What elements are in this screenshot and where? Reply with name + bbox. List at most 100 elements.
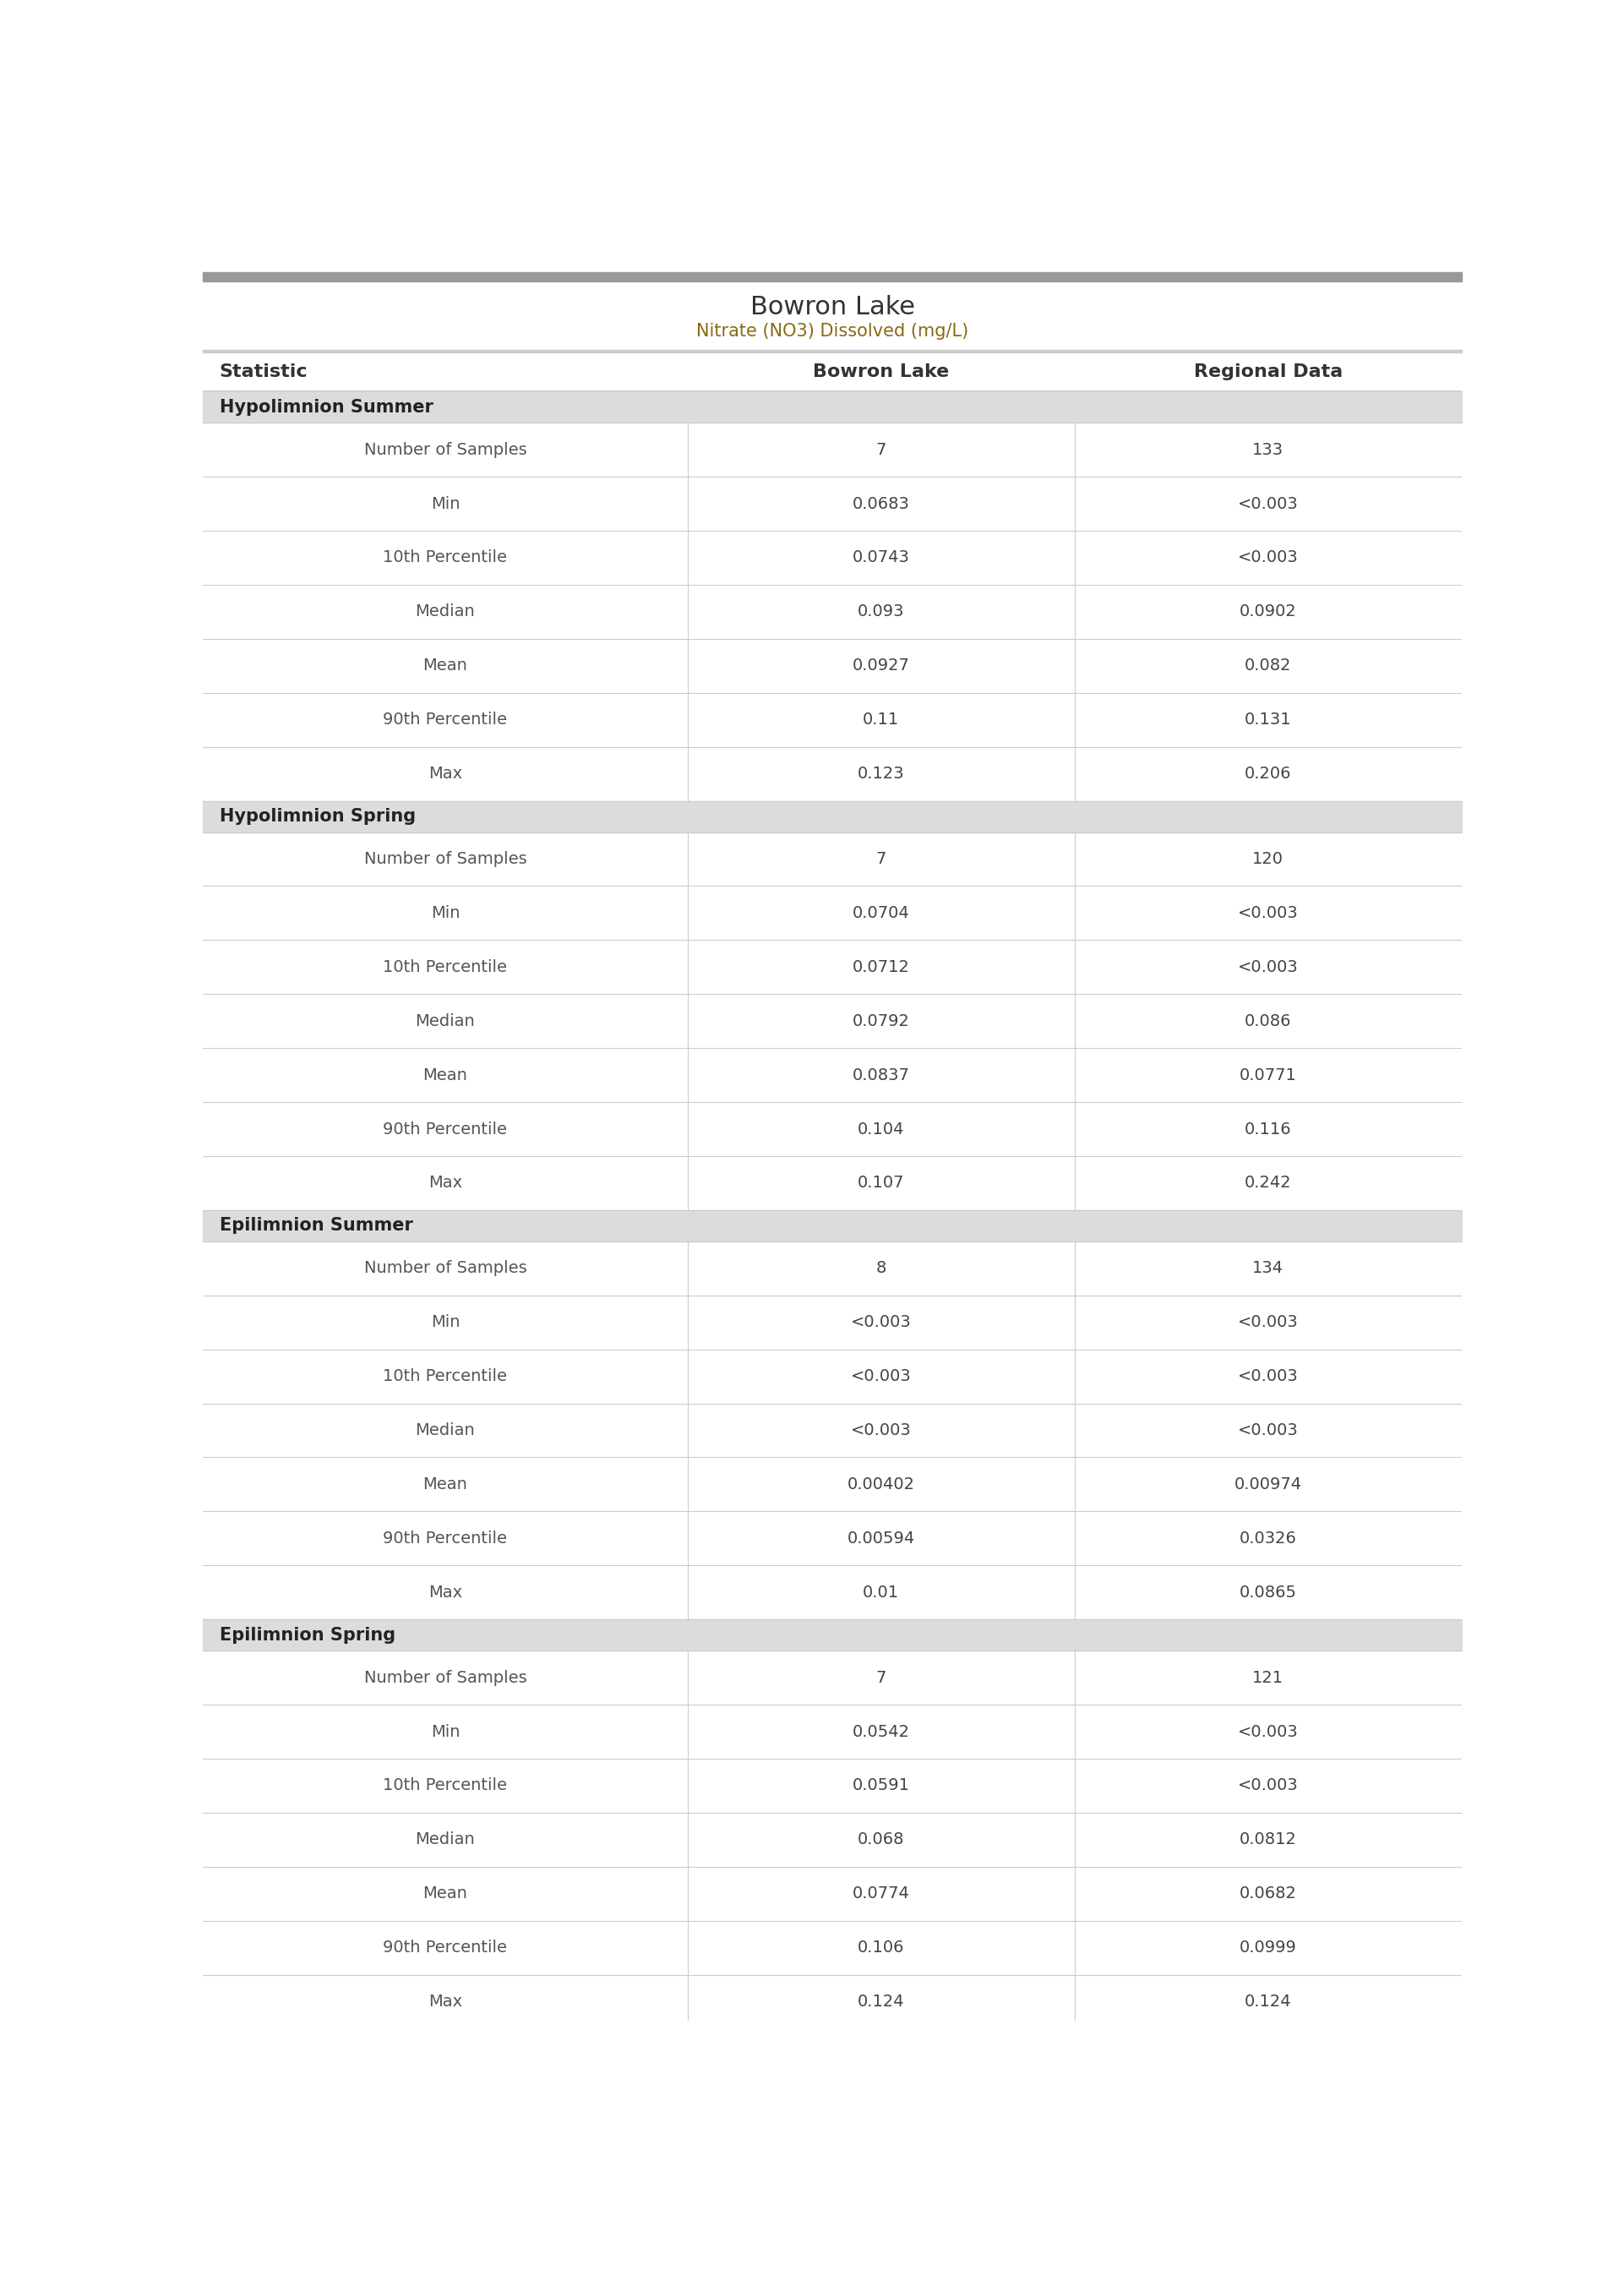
Text: 0.107: 0.107 [857, 1176, 905, 1192]
Text: <0.003: <0.003 [1237, 1314, 1299, 1330]
Text: Bowron Lake: Bowron Lake [750, 295, 914, 320]
Bar [203, 422, 1462, 477]
Text: 0.0682: 0.0682 [1239, 1886, 1298, 1902]
Text: Hypolimnion Spring: Hypolimnion Spring [219, 808, 416, 824]
Bar [203, 586, 1462, 638]
Text: Min: Min [430, 1314, 460, 1330]
Bar [203, 940, 1462, 994]
Text: <0.003: <0.003 [851, 1314, 911, 1330]
Bar [203, 1242, 1462, 1296]
Text: 8: 8 [875, 1260, 887, 1276]
Text: Regional Data: Regional Data [1194, 363, 1343, 381]
Text: Min: Min [430, 906, 460, 922]
Text: Number of Samples: Number of Samples [364, 1671, 526, 1687]
Bar [203, 531, 1462, 586]
Text: 0.0326: 0.0326 [1239, 1530, 1298, 1546]
Text: Mean: Mean [422, 1067, 468, 1083]
Bar [203, 1210, 1462, 1242]
Text: 133: 133 [1252, 443, 1285, 459]
Text: 0.131: 0.131 [1244, 713, 1291, 729]
Text: 90th Percentile: 90th Percentile [383, 713, 507, 729]
Text: Epilimnion Summer: Epilimnion Summer [219, 1217, 412, 1235]
Text: Mean: Mean [422, 1476, 468, 1491]
Text: 0.00594: 0.00594 [848, 1530, 914, 1546]
Text: 0.0774: 0.0774 [853, 1886, 909, 1902]
Text: 0.11: 0.11 [862, 713, 900, 729]
Text: Number of Samples: Number of Samples [364, 443, 526, 459]
Bar [203, 1103, 1462, 1155]
Text: 0.068: 0.068 [857, 1832, 905, 1848]
Text: <0.003: <0.003 [1237, 906, 1299, 922]
Text: 0.0771: 0.0771 [1239, 1067, 1298, 1083]
Bar [203, 692, 1462, 747]
Text: <0.003: <0.003 [1237, 1777, 1299, 1793]
Text: Median: Median [416, 1012, 476, 1028]
Bar [203, 1759, 1462, 1814]
Text: 0.123: 0.123 [857, 765, 905, 781]
Bar [203, 1650, 1462, 1705]
Text: Max: Max [429, 765, 463, 781]
Text: Median: Median [416, 1832, 476, 1848]
Bar [203, 1566, 1462, 1619]
Text: Number of Samples: Number of Samples [364, 851, 526, 867]
Text: 7: 7 [875, 443, 887, 459]
Text: 0.0683: 0.0683 [853, 495, 909, 511]
Bar [203, 747, 1462, 801]
Text: <0.003: <0.003 [1237, 549, 1299, 565]
Bar [203, 801, 1462, 833]
Text: Epilimnion Spring: Epilimnion Spring [219, 1628, 395, 1643]
Text: 10th Percentile: 10th Percentile [383, 1369, 507, 1385]
Bar [203, 1619, 1462, 1650]
Bar [203, 833, 1462, 885]
Text: 0.0865: 0.0865 [1239, 1584, 1298, 1600]
Text: 0.0743: 0.0743 [853, 549, 909, 565]
Text: Median: Median [416, 604, 476, 620]
Text: 0.0837: 0.0837 [853, 1067, 909, 1083]
Bar [203, 1512, 1462, 1566]
Text: 7: 7 [875, 851, 887, 867]
Bar [203, 1920, 1462, 1975]
Bar [203, 1403, 1462, 1457]
Text: Min: Min [430, 1723, 460, 1739]
Text: Max: Max [429, 1993, 463, 2009]
Text: 0.0712: 0.0712 [853, 958, 909, 976]
Bar [203, 477, 1462, 531]
Text: 0.0812: 0.0812 [1239, 1832, 1298, 1848]
Text: 0.0999: 0.0999 [1239, 1939, 1298, 1957]
Text: 0.0542: 0.0542 [853, 1723, 909, 1739]
Text: 90th Percentile: 90th Percentile [383, 1121, 507, 1137]
Text: 10th Percentile: 10th Percentile [383, 549, 507, 565]
Text: 0.0704: 0.0704 [853, 906, 909, 922]
Text: Statistic: Statistic [219, 363, 309, 381]
Text: Nitrate (NO3) Dissolved (mg/L): Nitrate (NO3) Dissolved (mg/L) [697, 322, 968, 340]
Bar [203, 1155, 1462, 1210]
Bar [203, 638, 1462, 692]
Text: Number of Samples: Number of Samples [364, 1260, 526, 1276]
Text: 0.0591: 0.0591 [853, 1777, 909, 1793]
Bar [203, 1296, 1462, 1348]
Bar [203, 885, 1462, 940]
Text: 7: 7 [875, 1671, 887, 1687]
Bar [203, 1457, 1462, 1512]
Text: 0.0927: 0.0927 [853, 658, 909, 674]
Text: <0.003: <0.003 [1237, 1723, 1299, 1739]
Text: Hypolimnion Summer: Hypolimnion Summer [219, 400, 434, 415]
Text: <0.003: <0.003 [1237, 958, 1299, 976]
Bar [203, 1866, 1462, 1920]
Bar [203, 1814, 1462, 1866]
Text: 10th Percentile: 10th Percentile [383, 1777, 507, 1793]
Text: 0.082: 0.082 [1244, 658, 1291, 674]
Text: <0.003: <0.003 [851, 1423, 911, 1439]
Text: <0.003: <0.003 [1237, 1369, 1299, 1385]
Text: Max: Max [429, 1584, 463, 1600]
Bar [203, 1049, 1462, 1103]
Bar [203, 350, 1462, 352]
Bar [203, 272, 1462, 281]
Text: 0.093: 0.093 [857, 604, 905, 620]
Bar [203, 390, 1462, 422]
Text: Max: Max [429, 1176, 463, 1192]
Text: 0.124: 0.124 [1244, 1993, 1291, 2009]
Text: <0.003: <0.003 [851, 1369, 911, 1385]
Bar [203, 1348, 1462, 1403]
Text: Mean: Mean [422, 658, 468, 674]
